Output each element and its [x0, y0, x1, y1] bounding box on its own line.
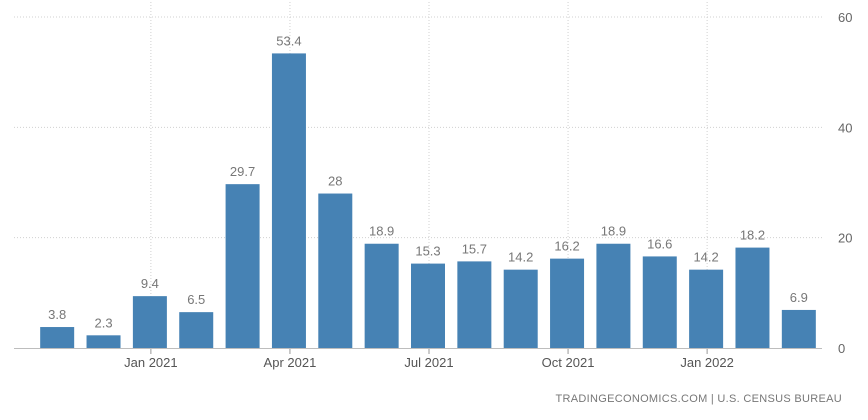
x-tick-label: Oct 2021	[542, 355, 595, 370]
bar	[596, 243, 631, 348]
bar-value-label: 28	[328, 174, 342, 189]
bar	[179, 312, 214, 348]
bar-value-label: 14.2	[508, 250, 533, 265]
bar	[271, 53, 306, 348]
bar-value-label: 3.8	[48, 307, 66, 322]
bar-value-label: 18.9	[369, 224, 394, 239]
bar-value-label: 16.6	[647, 236, 672, 251]
bar-value-label: 53.4	[276, 33, 301, 48]
bar	[225, 184, 260, 348]
bar	[457, 261, 492, 348]
source-credit: TRADINGECONOMICS.COM | U.S. CENSUS BUREA…	[555, 393, 842, 405]
bar	[318, 193, 353, 348]
y-axis: 0 20 40 60	[838, 10, 852, 356]
bar	[735, 247, 770, 348]
bar-value-label: 15.3	[415, 244, 440, 259]
bar-value-label: 2.3	[94, 315, 112, 330]
bar-value-label: 9.4	[141, 276, 159, 291]
bar-value-label: 18.2	[740, 228, 765, 243]
bars	[40, 53, 816, 348]
x-tick-label: Jan 2021	[124, 355, 178, 370]
bar-value-label: 6.5	[187, 292, 205, 307]
bar	[86, 335, 121, 348]
bar-value-label: 15.7	[462, 241, 487, 256]
bar	[132, 296, 167, 348]
data-labels: 3.8 2.3 9.4 6.5 29.7 53.4 28 18.9 15.3 15.7 14.2 16…	[48, 33, 808, 330]
y-tick-label: 40	[838, 120, 852, 135]
y-tick-label: 20	[838, 231, 852, 246]
x-tick-label: Apr 2021	[264, 355, 317, 370]
bar-value-label: 29.7	[230, 164, 255, 179]
bar-value-label: 14.2	[693, 250, 718, 265]
y-tick-label: 60	[838, 10, 852, 25]
bar-value-label: 18.9	[601, 224, 626, 239]
y-tick-label: 0	[838, 341, 845, 356]
bar	[781, 309, 816, 348]
bar	[364, 243, 399, 348]
x-axis: Jan 2021 Apr 2021 Jul 2021 Oct 2021 Jan 2022	[14, 348, 822, 370]
bar	[411, 263, 445, 348]
bar	[503, 269, 538, 348]
x-tick-label: Jan 2022	[680, 355, 734, 370]
x-tick-label: Jul 2021	[404, 355, 453, 370]
bar	[550, 258, 585, 348]
bar-value-label: 16.2	[554, 239, 579, 254]
bar-value-label: 6.9	[790, 290, 808, 305]
bar	[642, 256, 677, 348]
bar	[689, 269, 724, 348]
bar	[40, 327, 75, 348]
